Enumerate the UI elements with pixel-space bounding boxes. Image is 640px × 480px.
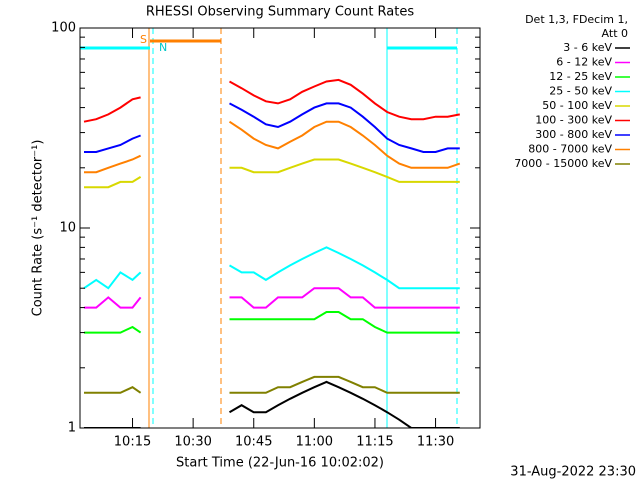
x-tick-label: 10:15 [114, 435, 151, 450]
x-tick-label: 11:30 [417, 435, 454, 450]
legend-label: 12 - 25 keV [549, 70, 612, 83]
series-line [83, 246, 460, 290]
legend-label: 3 - 6 keV [563, 41, 612, 54]
y-axis-label: Count Rate (s⁻¹ detector⁻¹) [31, 140, 46, 317]
y-tick-label: 1 [68, 421, 76, 436]
legend-label: 7000 - 15000 keV [514, 157, 612, 170]
legend-header: Att 0 [602, 27, 628, 40]
y-tick-label: 10 [59, 221, 76, 236]
footer-date: 31-Aug-2022 23:30 [510, 465, 636, 480]
x-tick-label: 10:45 [235, 435, 272, 450]
y-tick-label: 100 [51, 21, 76, 36]
legend-label: 800 - 7000 keV [528, 143, 612, 156]
x-tick-label: 10:30 [174, 435, 211, 450]
series-line [83, 78, 460, 123]
series-line [84, 102, 460, 153]
x-axis-label: Start Time (22-Jun-16 10:02:02) [176, 456, 384, 471]
legend-label: 300 - 800 keV [535, 128, 612, 141]
series-line [84, 380, 460, 428]
series-line [84, 158, 460, 189]
annotation: S [140, 33, 147, 46]
legend-label: 50 - 100 keV [542, 99, 612, 112]
x-tick-label: 11:00 [296, 435, 333, 450]
series-line [84, 120, 461, 174]
legend-label: 6 - 12 keV [556, 56, 612, 69]
x-tick-label: 11:15 [356, 435, 393, 450]
legend-header: Det 1,3, FDecim 1, [525, 13, 628, 26]
event-markers: S N [80, 28, 458, 428]
legend-label: 100 - 300 keV [535, 114, 612, 127]
series-line [84, 287, 460, 309]
series-line [84, 375, 460, 394]
annotation: N [159, 41, 167, 54]
legend-label: 25 - 50 keV [549, 85, 612, 98]
series-line [84, 311, 460, 334]
plot-area [83, 78, 461, 428]
chart-title: RHESSI Observing Summary Count Rates [146, 5, 415, 20]
